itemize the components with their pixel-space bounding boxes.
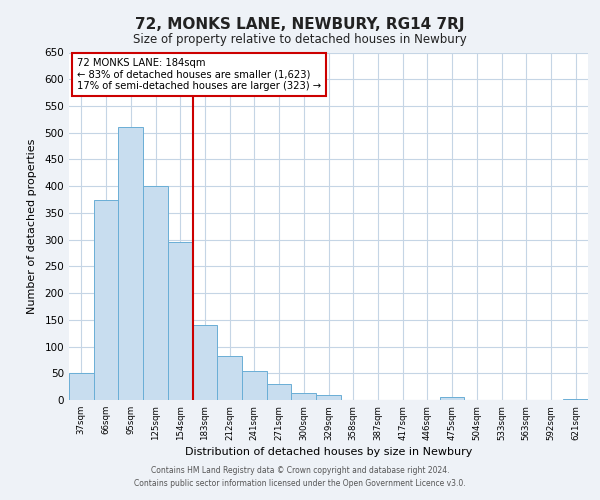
Bar (143, 186, 168, 400)
Bar (292, 392, 316, 400)
Bar (316, 394, 341, 400)
X-axis label: Distribution of detached houses by size in Newbury: Distribution of detached houses by size … (185, 446, 472, 456)
Bar (242, 370, 267, 400)
Text: 72, MONKS LANE, NEWBURY, RG14 7RJ: 72, MONKS LANE, NEWBURY, RG14 7RJ (135, 18, 465, 32)
Text: Contains HM Land Registry data © Crown copyright and database right 2024.
Contai: Contains HM Land Registry data © Crown c… (134, 466, 466, 487)
Text: 72 MONKS LANE: 184sqm
← 83% of detached houses are smaller (1,623)
17% of semi-d: 72 MONKS LANE: 184sqm ← 83% of detached … (77, 58, 321, 91)
Bar (94, 200, 118, 400)
Bar (440, 398, 464, 400)
Bar (563, 399, 588, 400)
Y-axis label: Number of detached properties: Number of detached properties (28, 138, 37, 314)
Bar (193, 325, 217, 400)
Bar (217, 356, 242, 400)
Bar (267, 384, 292, 400)
Bar (168, 242, 193, 400)
Bar (69, 374, 94, 400)
Bar (118, 128, 143, 400)
Text: Size of property relative to detached houses in Newbury: Size of property relative to detached ho… (133, 32, 467, 46)
